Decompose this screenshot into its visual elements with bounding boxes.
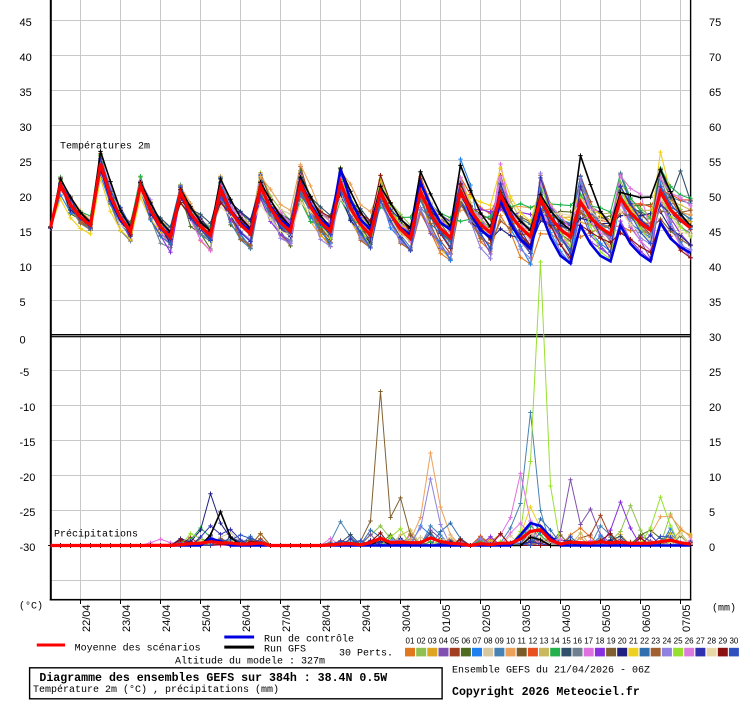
svg-text:Run GFS: Run GFS [264,644,306,655]
svg-text:16: 16 [573,637,582,646]
svg-text:25: 25 [674,637,683,646]
svg-text:29: 29 [718,637,727,646]
svg-text:-30: -30 [20,542,36,554]
svg-text:12: 12 [528,637,537,646]
svg-text:29/04: 29/04 [361,604,373,632]
svg-text:55: 55 [709,157,721,169]
svg-text:08: 08 [484,637,493,646]
svg-text:20: 20 [20,192,32,204]
svg-text:10: 10 [506,637,515,646]
svg-text:(°C): (°C) [19,601,43,613]
svg-text:25/04: 25/04 [201,604,213,632]
svg-text:75: 75 [709,17,721,29]
svg-text:Copyright 2026 Meteociel.fr: Copyright 2026 Meteociel.fr [452,686,640,699]
svg-text:Altitude du modele : 327m: Altitude du modele : 327m [175,656,325,668]
svg-text:20: 20 [618,637,627,646]
svg-text:23/04: 23/04 [121,604,133,632]
svg-text:40: 40 [20,52,32,64]
svg-text:02: 02 [417,637,426,646]
svg-text:35: 35 [709,297,721,309]
svg-text:Température 2m (°C) , précipit: Température 2m (°C) , précipitations (mm… [33,684,279,696]
svg-text:30: 30 [20,122,32,134]
svg-text:30: 30 [729,637,738,646]
svg-text:-25: -25 [20,507,36,519]
svg-text:28/04: 28/04 [321,604,333,632]
svg-text:0: 0 [20,335,26,347]
svg-text:50: 50 [709,192,721,204]
svg-text:19: 19 [607,637,616,646]
svg-text:15: 15 [20,227,32,239]
svg-text:26/04: 26/04 [241,604,253,632]
svg-text:70: 70 [709,52,721,64]
svg-text:07/05: 07/05 [681,604,693,632]
svg-text:26: 26 [685,637,694,646]
svg-text:24: 24 [662,637,671,646]
svg-text:23: 23 [651,637,660,646]
svg-text:11: 11 [518,637,527,646]
svg-text:(mm): (mm) [712,603,736,615]
svg-text:45: 45 [20,17,32,29]
svg-text:24/04: 24/04 [161,604,173,632]
svg-text:15: 15 [562,637,571,646]
svg-text:05: 05 [450,637,459,646]
svg-text:27/04: 27/04 [281,604,293,632]
svg-text:05/05: 05/05 [601,604,613,632]
svg-text:17: 17 [584,637,593,646]
svg-text:06: 06 [461,637,470,646]
svg-text:Moyenne des scénarios: Moyenne des scénarios [75,642,201,654]
svg-text:30: 30 [709,332,721,344]
svg-text:5: 5 [709,507,715,519]
svg-text:01: 01 [406,637,415,646]
svg-text:28: 28 [707,637,716,646]
svg-text:65: 65 [709,87,721,99]
svg-text:10: 10 [709,472,721,484]
svg-text:03: 03 [428,637,437,646]
svg-text:-20: -20 [20,472,36,484]
svg-text:30/04: 30/04 [401,604,413,632]
svg-text:09: 09 [495,637,504,646]
svg-text:01/05: 01/05 [441,604,453,632]
svg-text:22/04: 22/04 [81,604,93,632]
svg-text:25: 25 [20,157,32,169]
svg-text:30 Perts.: 30 Perts. [339,649,393,660]
svg-text:15: 15 [709,437,721,449]
svg-text:60: 60 [709,122,721,134]
svg-text:45: 45 [709,227,721,239]
svg-text:03/05: 03/05 [521,604,533,632]
svg-text:-5: -5 [20,367,30,379]
svg-text:04: 04 [439,637,448,646]
svg-text:06/05: 06/05 [641,604,653,632]
svg-text:25: 25 [709,367,721,379]
svg-text:-15: -15 [20,437,36,449]
svg-text:0: 0 [709,542,715,554]
svg-text:04/05: 04/05 [561,604,573,632]
svg-text:Ensemble GEFS du 21/04/2026 -: Ensemble GEFS du 21/04/2026 - 06Z [452,664,650,676]
svg-text:-10: -10 [20,402,36,414]
svg-text:07: 07 [473,637,482,646]
svg-text:27: 27 [696,637,705,646]
svg-text:Précipitations: Précipitations [54,529,138,541]
svg-text:18: 18 [595,637,604,646]
svg-text:13: 13 [540,637,549,646]
svg-text:10: 10 [20,262,32,274]
svg-text:Run de contrôle: Run de contrôle [264,633,354,645]
svg-text:Diagramme des ensembles GEFS s: Diagramme des ensembles GEFS sur 384h : … [39,672,387,685]
svg-text:21: 21 [629,637,638,646]
svg-text:02/05: 02/05 [481,604,493,632]
svg-text:35: 35 [20,87,32,99]
svg-text:20: 20 [709,402,721,414]
svg-text:5: 5 [20,297,26,309]
svg-text:Températures 2m: Températures 2m [60,141,150,153]
svg-text:40: 40 [709,262,721,274]
svg-text:22: 22 [640,637,649,646]
svg-text:14: 14 [551,637,560,646]
